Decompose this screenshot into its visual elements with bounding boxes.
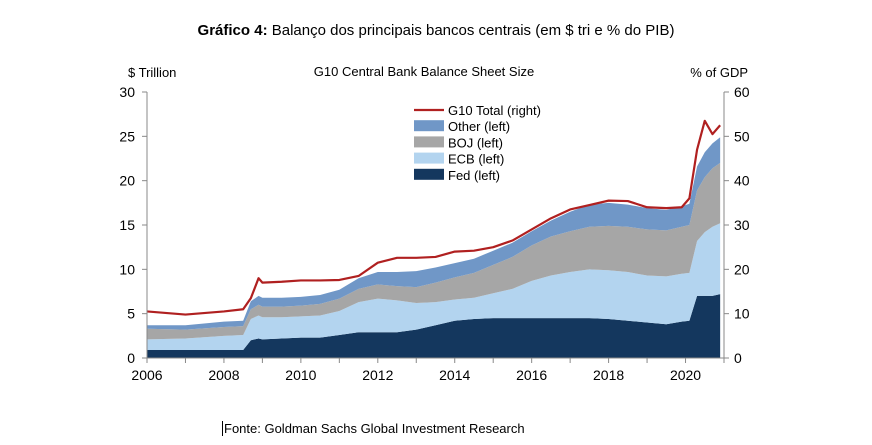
axes: 0 5 10 15 20 25 30 0 10 20 30 40 50 60 2006 2008 2010 201… [119, 84, 749, 383]
right-tick-label: 40 [734, 173, 750, 189]
left-tick-label: 30 [119, 84, 135, 100]
legend-label-boj: BOJ (left) [448, 135, 503, 150]
x-tick-label: 2008 [208, 367, 239, 383]
x-tick-label: 2018 [593, 367, 624, 383]
legend-label-fed: Fed (left) [448, 168, 500, 183]
right-axis-label: % of GDP [690, 65, 748, 80]
x-tick-label: 2016 [516, 367, 547, 383]
left-tick-label: 5 [127, 306, 135, 322]
figure-title-rest: Balanço dos principais bancos centrais (… [267, 22, 675, 39]
x-tick-label: 2010 [285, 367, 316, 383]
ecb-area [147, 223, 721, 351]
right-tick-label: 10 [734, 306, 750, 322]
left-tick-label: 20 [119, 173, 135, 189]
legend-label-ecb: ECB (left) [448, 152, 504, 167]
left-tick-label: 10 [119, 261, 135, 277]
right-tick-label: 50 [734, 128, 750, 144]
legend-label-other: Other (left) [448, 119, 510, 134]
right-tick-label: 60 [734, 84, 750, 100]
total-line [146, 119, 721, 316]
right-tick-label: 20 [734, 261, 750, 277]
left-tick-label: 0 [127, 350, 135, 366]
source-note: Fonte: Goldman Sachs Global Investment R… [222, 421, 525, 436]
text-cursor [222, 421, 223, 436]
legend-swatch-fed [414, 168, 444, 180]
legend-label-total: G10 Total (right) [448, 103, 541, 118]
x-tick-label: 2006 [131, 367, 162, 383]
left-tick-label: 25 [119, 128, 135, 144]
stacked-areas [147, 137, 721, 358]
right-tick-label: 30 [734, 217, 750, 233]
figure-title: Gráfico 4: Balanço dos principais bancos… [0, 22, 872, 39]
figure-title-bold: Gráfico 4: [197, 22, 268, 39]
legend-swatch-boj [414, 136, 444, 148]
source-text: Fonte: Goldman Sachs Global Investment R… [224, 421, 525, 436]
right-tick-label: 0 [734, 350, 742, 366]
boj-area [147, 162, 721, 340]
left-tick-label: 15 [119, 217, 135, 233]
chart-title: G10 Central Bank Balance Sheet Size [314, 64, 534, 79]
x-tick-label: 2012 [362, 367, 393, 383]
x-tick-label: 2014 [439, 367, 470, 383]
x-tick-label: 2020 [670, 367, 701, 383]
legend: G10 Total (right)Other (left)BOJ (left) E… [414, 103, 541, 183]
total-line-layer [146, 119, 721, 316]
legend-swatch-ecb [414, 152, 444, 164]
fed-area [147, 294, 721, 358]
legend-swatch-other [414, 120, 444, 132]
left-axis-label: $ Trillion [128, 65, 176, 80]
